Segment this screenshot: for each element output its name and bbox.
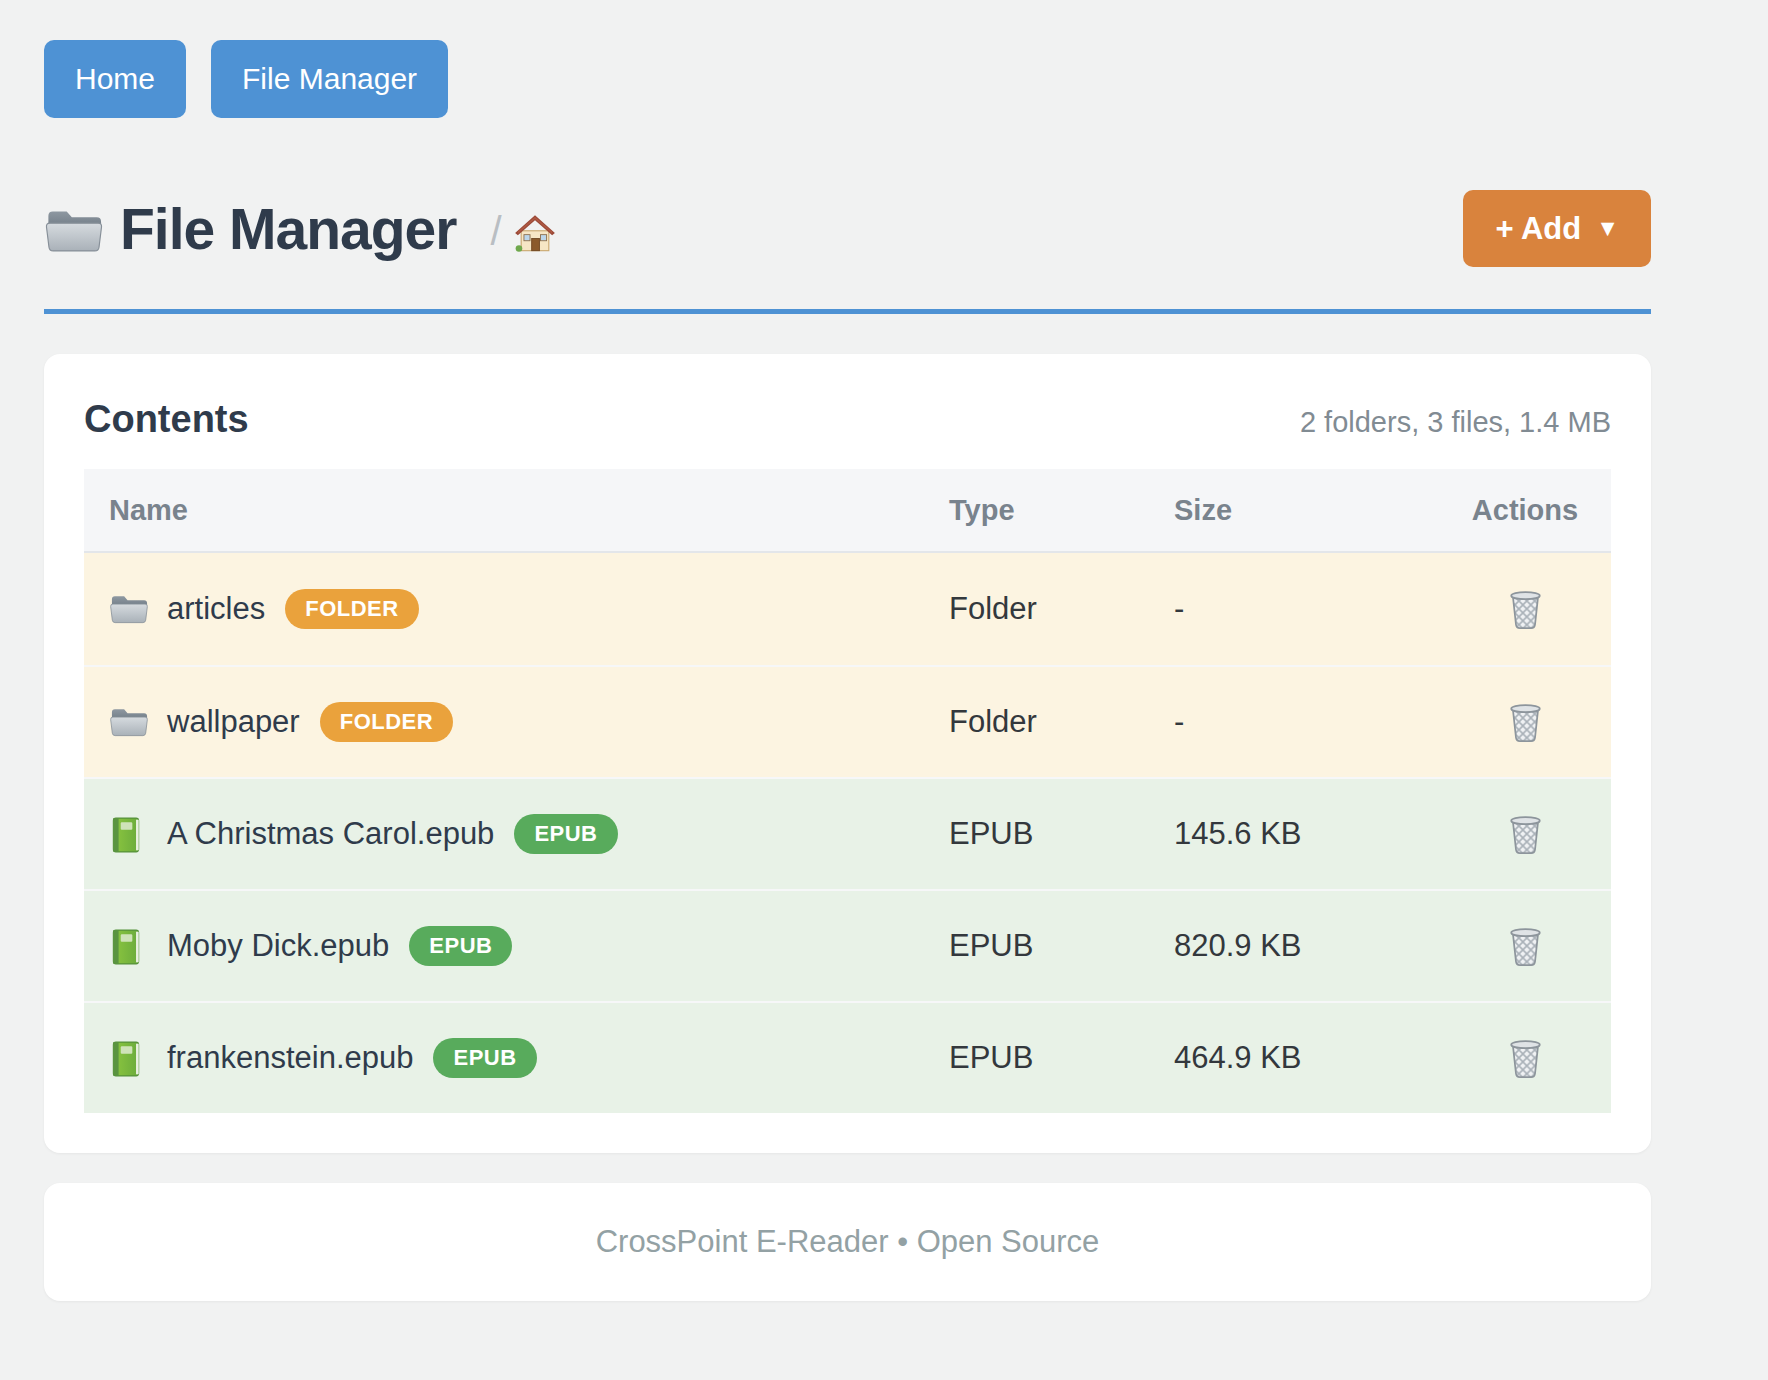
file-name[interactable]: frankenstein.epub: [167, 1040, 413, 1076]
table-row[interactable]: A Christmas Carol.epub EPUB EPUB 145.6 K…: [84, 777, 1611, 889]
file-type: Folder: [939, 591, 1154, 627]
table-row[interactable]: frankenstein.epub EPUB EPUB 464.9 KB: [84, 1001, 1611, 1113]
name-cell: articles FOLDER: [84, 589, 939, 629]
add-button[interactable]: + Add ▼: [1463, 190, 1651, 267]
folder-icon: [44, 203, 104, 255]
file-name[interactable]: wallpaper: [167, 704, 300, 740]
book-icon: [109, 928, 149, 964]
actions-cell: [1439, 926, 1611, 967]
book-icon: [109, 816, 149, 852]
file-size: -: [1154, 704, 1439, 740]
type-badge: EPUB: [514, 814, 617, 854]
file-table: Name Type Size Actions articles FOLDER F…: [84, 469, 1611, 1113]
page-header: File Manager / + Add ▼: [44, 190, 1651, 267]
contents-card: Contents 2 folders, 3 files, 1.4 MB Name…: [44, 354, 1651, 1153]
actions-cell: [1439, 1038, 1611, 1079]
add-button-label: + Add: [1495, 211, 1581, 247]
contents-heading: Contents: [84, 398, 249, 441]
delete-button[interactable]: [1507, 926, 1544, 967]
contents-summary: 2 folders, 3 files, 1.4 MB: [1300, 406, 1611, 439]
type-badge: EPUB: [433, 1038, 536, 1078]
column-header-name: Name: [84, 494, 939, 527]
file-name[interactable]: A Christmas Carol.epub: [167, 816, 494, 852]
name-cell: A Christmas Carol.epub EPUB: [84, 814, 939, 854]
name-cell: wallpaper FOLDER: [84, 702, 939, 742]
column-header-size: Size: [1154, 494, 1439, 527]
card-head: Contents 2 folders, 3 files, 1.4 MB: [84, 398, 1611, 441]
file-type: EPUB: [939, 928, 1154, 964]
file-name[interactable]: Moby Dick.epub: [167, 928, 389, 964]
footer-text: CrossPoint E-Reader • Open Source: [596, 1224, 1100, 1260]
table-row[interactable]: wallpaper FOLDER Folder -: [84, 665, 1611, 777]
table-header: Name Type Size Actions: [84, 469, 1611, 553]
type-badge: EPUB: [409, 926, 512, 966]
nav-file-manager-button[interactable]: File Manager: [211, 40, 448, 118]
nav-home-button[interactable]: Home: [44, 40, 186, 118]
file-size: -: [1154, 591, 1439, 627]
actions-cell: [1439, 589, 1611, 630]
table-row[interactable]: Moby Dick.epub EPUB EPUB 820.9 KB: [84, 889, 1611, 1001]
file-size: 820.9 KB: [1154, 928, 1439, 964]
delete-button[interactable]: [1507, 814, 1544, 855]
folder-icon: [109, 591, 149, 627]
top-nav: Home File Manager: [44, 40, 1651, 118]
delete-button[interactable]: [1507, 1038, 1544, 1079]
folder-icon: [109, 704, 149, 740]
file-name[interactable]: articles: [167, 591, 265, 627]
page: Home File Manager File Manager / + Add ▼…: [0, 0, 1768, 1301]
table-body: articles FOLDER Folder - wallpaper FOLDE…: [84, 553, 1611, 1113]
name-cell: frankenstein.epub EPUB: [84, 1038, 939, 1078]
file-type: Folder: [939, 704, 1154, 740]
column-header-type: Type: [939, 494, 1154, 527]
delete-button[interactable]: [1507, 702, 1544, 743]
name-cell: Moby Dick.epub EPUB: [84, 926, 939, 966]
column-header-actions: Actions: [1439, 494, 1611, 527]
breadcrumb-separator: /: [490, 209, 501, 254]
home-icon[interactable]: [512, 212, 558, 254]
type-badge: FOLDER: [285, 589, 418, 629]
caret-down-icon: ▼: [1596, 215, 1619, 242]
file-size: 464.9 KB: [1154, 1040, 1439, 1076]
file-size: 145.6 KB: [1154, 816, 1439, 852]
table-row[interactable]: articles FOLDER Folder -: [84, 553, 1611, 665]
actions-cell: [1439, 814, 1611, 855]
file-type: EPUB: [939, 816, 1154, 852]
actions-cell: [1439, 702, 1611, 743]
delete-button[interactable]: [1507, 589, 1544, 630]
title-wrap: File Manager /: [44, 196, 558, 262]
title-divider: [44, 309, 1651, 314]
book-icon: [109, 1040, 149, 1076]
footer: CrossPoint E-Reader • Open Source: [44, 1183, 1651, 1301]
type-badge: FOLDER: [320, 702, 453, 742]
file-type: EPUB: [939, 1040, 1154, 1076]
page-title: File Manager: [120, 196, 456, 262]
